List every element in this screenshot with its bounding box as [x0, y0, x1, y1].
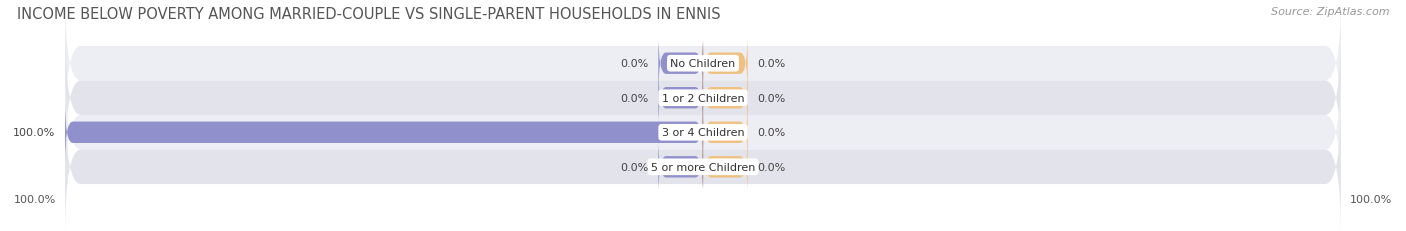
Text: 3 or 4 Children: 3 or 4 Children — [662, 128, 744, 138]
FancyBboxPatch shape — [703, 137, 748, 198]
Text: 100.0%: 100.0% — [1350, 195, 1392, 204]
FancyBboxPatch shape — [658, 33, 703, 94]
Text: No Children: No Children — [671, 59, 735, 69]
Text: 100.0%: 100.0% — [14, 195, 56, 204]
FancyBboxPatch shape — [703, 33, 748, 94]
FancyBboxPatch shape — [65, 98, 1341, 231]
Text: 0.0%: 0.0% — [620, 93, 648, 103]
Text: 0.0%: 0.0% — [620, 59, 648, 69]
Text: 0.0%: 0.0% — [758, 162, 786, 172]
Text: 1 or 2 Children: 1 or 2 Children — [662, 93, 744, 103]
Text: 0.0%: 0.0% — [620, 162, 648, 172]
FancyBboxPatch shape — [65, 64, 1341, 201]
Text: 0.0%: 0.0% — [758, 93, 786, 103]
FancyBboxPatch shape — [65, 102, 703, 163]
Text: 0.0%: 0.0% — [758, 59, 786, 69]
FancyBboxPatch shape — [658, 68, 703, 129]
FancyBboxPatch shape — [703, 102, 748, 163]
FancyBboxPatch shape — [65, 30, 1341, 167]
Text: Source: ZipAtlas.com: Source: ZipAtlas.com — [1271, 7, 1389, 17]
Text: 0.0%: 0.0% — [758, 128, 786, 138]
Text: 100.0%: 100.0% — [13, 128, 55, 138]
Text: 5 or more Children: 5 or more Children — [651, 162, 755, 172]
FancyBboxPatch shape — [658, 137, 703, 198]
FancyBboxPatch shape — [703, 68, 748, 129]
Text: INCOME BELOW POVERTY AMONG MARRIED-COUPLE VS SINGLE-PARENT HOUSEHOLDS IN ENNIS: INCOME BELOW POVERTY AMONG MARRIED-COUPL… — [17, 7, 720, 22]
FancyBboxPatch shape — [65, 0, 1341, 133]
